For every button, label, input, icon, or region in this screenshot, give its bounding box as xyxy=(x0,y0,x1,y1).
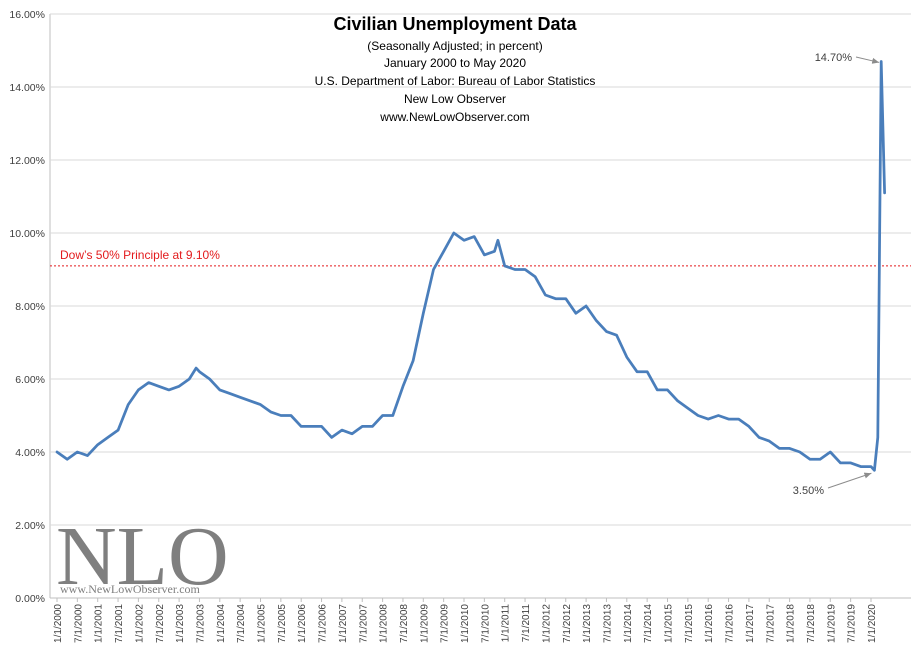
x-tick-label: 1/1/2008 xyxy=(379,604,390,643)
x-tick-label: 1/1/2004 xyxy=(216,604,227,643)
x-tick-label: 1/1/2017 xyxy=(745,604,756,643)
watermark-logo: NLO xyxy=(56,510,229,603)
x-tick-label: 1/1/2020 xyxy=(867,604,878,643)
x-tick-label: 7/1/2013 xyxy=(602,604,613,643)
x-tick-label: 1/1/2000 xyxy=(53,604,64,643)
x-tick-label: 1/1/2010 xyxy=(460,604,471,643)
y-tick-label: 14.00% xyxy=(9,82,45,94)
x-tick-label: 7/1/2018 xyxy=(806,604,817,643)
x-tick-label: 7/1/2016 xyxy=(725,604,736,643)
subtitle-line-2: January 2000 to May 2020 xyxy=(384,56,526,70)
x-tick-label: 7/1/2010 xyxy=(480,604,491,643)
x-tick-label: 7/1/2004 xyxy=(236,604,247,643)
x-tick-label: 7/1/2019 xyxy=(847,604,858,643)
watermark: NLO www.NewLowObserver.com xyxy=(56,510,229,603)
title-block: Civilian Unemployment Data (Seasonally A… xyxy=(315,14,596,124)
x-tick-label: 1/1/2014 xyxy=(623,604,634,643)
series-group xyxy=(55,60,886,472)
x-tick-label: 1/1/2009 xyxy=(419,604,430,643)
x-tick-label: 1/1/2011 xyxy=(501,604,512,643)
annotation-arrow-low xyxy=(827,472,872,489)
subtitle-line-3: U.S. Department of Labor: Bureau of Labo… xyxy=(315,74,596,88)
y-tick-label: 10.00% xyxy=(9,228,45,240)
x-tick-label: 1/1/2018 xyxy=(786,604,797,643)
x-tick-label: 1/1/2001 xyxy=(94,604,105,643)
x-tick-label: 7/1/2014 xyxy=(643,604,654,643)
annotations: 14.70% 3.50% xyxy=(793,52,880,497)
reference-line-label: Dow’s 50% Principle at 9.10% xyxy=(60,248,220,262)
x-tick-label: 7/1/2001 xyxy=(114,604,125,643)
x-tick-label: 7/1/2009 xyxy=(440,604,451,643)
x-tick-label: 1/1/2007 xyxy=(338,604,349,643)
x-tick-label: 1/1/2013 xyxy=(582,604,593,643)
x-tick-label: 1/1/2006 xyxy=(297,604,308,643)
x-tick-label: 7/1/2007 xyxy=(358,604,369,643)
watermark-url: www.NewLowObserver.com xyxy=(60,582,201,596)
y-tick-label: 8.00% xyxy=(15,301,45,313)
x-tick-label: 7/1/2017 xyxy=(765,604,776,643)
y-tick-label: 12.00% xyxy=(9,155,45,167)
subtitle-line-1: (Seasonally Adjusted; in percent) xyxy=(367,39,542,53)
x-tick-label: 7/1/2000 xyxy=(73,604,84,643)
annotation-arrow-peak xyxy=(855,56,880,64)
x-tick-label: 1/1/2005 xyxy=(257,604,268,643)
x-tick-label: 7/1/2012 xyxy=(562,604,573,643)
x-tick-label: 1/1/2019 xyxy=(826,604,837,643)
x-tick-label: 1/1/2016 xyxy=(704,604,715,643)
x-tick-label: 7/1/2008 xyxy=(399,604,410,643)
x-tick-label: 7/1/2015 xyxy=(684,604,695,643)
x-tick-label: 7/1/2005 xyxy=(277,604,288,643)
reference-line-group: Dow’s 50% Principle at 9.10% xyxy=(50,248,911,267)
x-tick-label: 7/1/2006 xyxy=(318,604,329,643)
chart-title: Civilian Unemployment Data xyxy=(333,14,577,34)
annotation-label-low: 3.50% xyxy=(793,485,824,497)
subtitle-line-4: New Low Observer xyxy=(404,92,506,106)
x-tick-label: 7/1/2002 xyxy=(155,604,166,643)
subtitle-line-5: www.NewLowObserver.com xyxy=(379,110,529,124)
x-tick-label: 1/1/2015 xyxy=(664,604,675,643)
x-axis: 1/1/2000 7/1/2000 1/1/2001 7/1/2001 1/1/2002… xyxy=(50,597,911,643)
y-axis: 0.00% 2.00% 4.00% 6.00% 8.00% 10.00% 12.00% 14.… xyxy=(9,9,45,605)
y-tick-label: 16.00% xyxy=(9,9,45,21)
y-tick-label: 2.00% xyxy=(15,520,45,532)
series-line xyxy=(55,60,886,472)
x-tick-label: 1/1/2012 xyxy=(541,604,552,643)
x-tick-label: 7/1/2003 xyxy=(195,604,206,643)
y-tick-label: 4.00% xyxy=(15,447,45,459)
y-tick-label: 6.00% xyxy=(15,374,45,386)
x-tick-label: 1/1/2003 xyxy=(175,604,186,643)
x-tick-label: 1/1/2002 xyxy=(134,604,145,643)
y-tick-label: 0.00% xyxy=(15,593,45,605)
x-tick-label: 7/1/2011 xyxy=(521,604,532,643)
annotation-label-peak: 14.70% xyxy=(815,52,853,64)
